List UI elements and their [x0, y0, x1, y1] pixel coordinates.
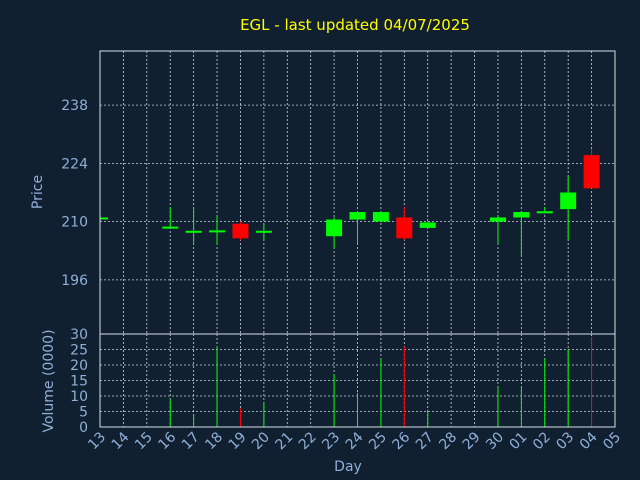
volume-axis-label: Volume (0000): [41, 329, 57, 432]
price-tick-label: 238: [61, 98, 88, 114]
volume-bars: [169, 337, 593, 427]
candle-body: [396, 217, 413, 239]
volume-tick-label: 0: [79, 420, 88, 436]
volume-tick-label: 5: [79, 405, 88, 421]
candle-body: [536, 211, 553, 214]
volume-tick-label: 10: [70, 389, 88, 405]
price-tick-label: 224: [61, 156, 88, 172]
candle-body: [162, 226, 179, 229]
x-axis-label: Day: [334, 459, 362, 475]
price-grid: [100, 51, 615, 334]
candle-body: [489, 217, 506, 222]
candle-body: [100, 217, 108, 220]
volume-tick-label: 25: [70, 343, 88, 359]
candle-body: [583, 155, 600, 189]
chart-title: EGL - last updated 04/07/2025: [240, 16, 470, 34]
candle-body: [372, 212, 389, 222]
x-axis-ticks: 13 14 15 16 17 18 19 20 21 22 23 24 25 26 27 28 29 30 01 02…: [85, 429, 624, 453]
volume-tick-label: 15: [70, 374, 88, 390]
candle-body: [513, 212, 530, 218]
candle-body: [209, 230, 226, 233]
price-axis-ticks: 196 210 224 238: [61, 98, 88, 289]
volume-panel-frame: [99, 333, 616, 428]
price-tick-label: 210: [61, 215, 88, 231]
candle-body: [349, 212, 366, 220]
candle-body: [255, 230, 272, 233]
candle-body: [326, 219, 343, 237]
price-tick-label: 196: [61, 273, 88, 289]
candles: [100, 148, 600, 258]
candle-body: [560, 192, 577, 210]
price-axis-label: Price: [30, 175, 46, 209]
volume-tick-label: 30: [70, 327, 88, 343]
volume-tick-label: 20: [70, 358, 88, 374]
candle-body: [419, 222, 436, 228]
candle-body: [185, 230, 202, 233]
candle-body: [232, 223, 249, 239]
